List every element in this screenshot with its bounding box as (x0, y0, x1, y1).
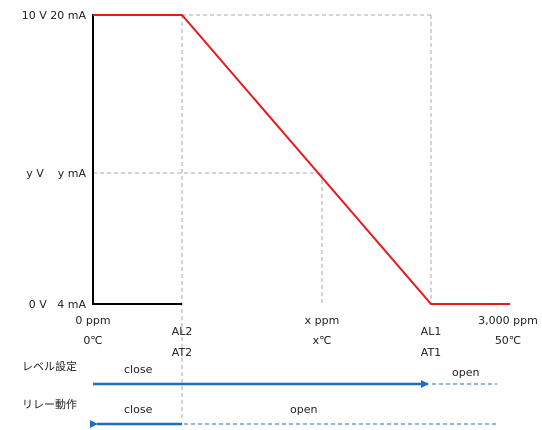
x-label-xc: x℃ (313, 334, 332, 347)
level-close-text: close (124, 363, 153, 376)
relay-open-text: open (290, 403, 317, 416)
relay-close-text: close (124, 403, 153, 416)
x-label-al1: AL1 (421, 325, 442, 338)
x-label-xppm: x ppm (305, 314, 340, 327)
x-label-0ppm: 0 ppm (75, 314, 110, 327)
x-label-0c: 0℃ (83, 334, 102, 347)
x-label-at1: AT1 (421, 346, 441, 359)
y-label-min: 0 V 4 mA (29, 298, 87, 311)
x-label-50c: 50℃ (495, 334, 521, 347)
level-setting-label: レベル設定 (22, 359, 77, 373)
x-label-at2: AT2 (172, 346, 192, 359)
relay-action-label: リレー動作 (22, 397, 77, 411)
output-curve (93, 14, 510, 305)
y-label-max: 10 V 20 mA (22, 9, 87, 22)
y-label-mid: y V y mA (26, 167, 86, 180)
x-label-3000ppm: 3,000 ppm (478, 314, 538, 327)
x-label-al2: AL2 (172, 325, 193, 338)
level-open-text: open (452, 366, 479, 379)
